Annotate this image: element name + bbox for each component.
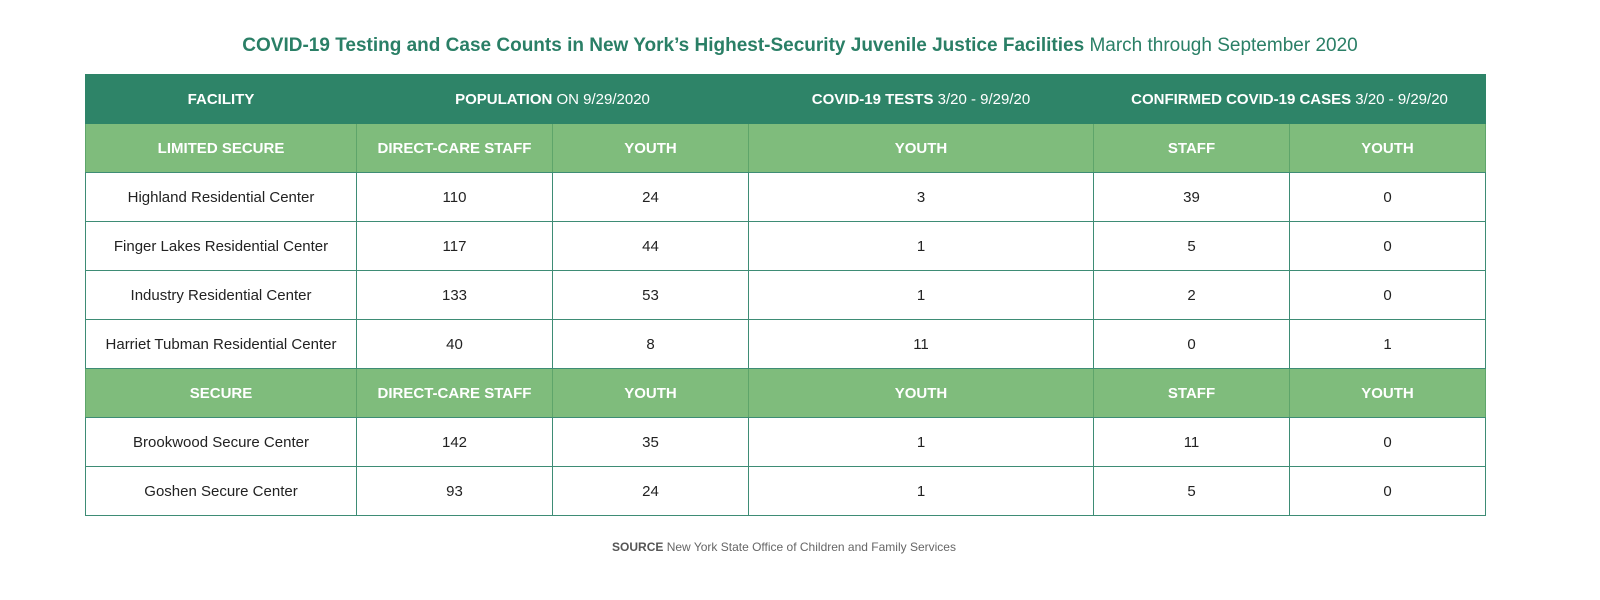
cell-youth-cases: 0 [1289, 221, 1486, 271]
cell-facility: Goshen Secure Center [85, 466, 357, 516]
cell-staff-pop: 40 [356, 319, 553, 369]
cell-youth-pop: 53 [552, 270, 749, 320]
subheader-direct-care-staff: DIRECT-CARE STAFF [356, 368, 553, 418]
header-cases: CONFIRMED COVID-19 CASES 3/20 - 9/29/20 [1093, 74, 1486, 124]
cell-facility: Harriet Tubman Residential Center [85, 319, 357, 369]
table-row: Goshen Secure Center 93 24 1 5 0 [85, 466, 1486, 516]
cell-youth-cases: 0 [1289, 270, 1486, 320]
chart-subtitle: March through September 2020 [1089, 35, 1358, 56]
section-header-row: SECURE DIRECT-CARE STAFF YOUTH YOUTH STAFF YO… [85, 368, 1486, 418]
subheader-facility-type: LIMITED SECURE [85, 123, 357, 173]
data-table: FACILITY POPULATION ON 9/29/2020 COVID-1… [85, 74, 1486, 516]
cell-staff-pop: 93 [356, 466, 553, 516]
subheader-direct-care-staff: DIRECT-CARE STAFF [356, 123, 553, 173]
cell-facility: Industry Residential Center [85, 270, 357, 320]
cell-youth-cases: 0 [1289, 172, 1486, 222]
header-facility: FACILITY [85, 74, 357, 124]
cell-youth-tests: 1 [748, 466, 1094, 516]
cell-staff-pop: 133 [356, 270, 553, 320]
subheader-youth-tests: YOUTH [748, 123, 1094, 173]
section-header-row: LIMITED SECURE DIRECT-CARE STAFF YOUTH YOUT… [85, 123, 1486, 173]
cell-youth-tests: 1 [748, 221, 1094, 271]
cell-youth-pop: 24 [552, 172, 749, 222]
cell-facility: Highland Residential Center [85, 172, 357, 222]
chart-title: COVID-19 Testing and Case Counts in New … [0, 34, 1600, 58]
cell-staff-pop: 142 [356, 417, 553, 467]
subheader-youth-population: YOUTH [552, 368, 749, 418]
cell-youth-tests: 3 [748, 172, 1094, 222]
cell-staff-cases: 5 [1093, 466, 1290, 516]
subheader-youth-population: YOUTH [552, 123, 749, 173]
header-population: POPULATION ON 9/29/2020 [356, 74, 749, 124]
table-row: Harriet Tubman Residential Center 40 8 11 0 1 [85, 319, 1486, 369]
cell-youth-cases: 0 [1289, 466, 1486, 516]
subheader-youth-cases: YOUTH [1289, 123, 1486, 173]
cell-staff-pop: 117 [356, 221, 553, 271]
table-row: Finger Lakes Residential Center 117 44 1 5 0 [85, 221, 1486, 271]
table-row: Highland Residential Center 110 24 3 39 0 [85, 172, 1486, 222]
source-note: SOURCE New York State Office of Children… [0, 540, 1568, 554]
cell-youth-tests: 1 [748, 270, 1094, 320]
cell-youth-tests: 11 [748, 319, 1094, 369]
cell-youth-pop: 8 [552, 319, 749, 369]
cell-staff-cases: 5 [1093, 221, 1290, 271]
subheader-staff-cases: STAFF [1093, 123, 1290, 173]
subheader-facility-type: SECURE [85, 368, 357, 418]
cell-youth-cases: 1 [1289, 319, 1486, 369]
table-row: Industry Residential Center 133 53 1 2 0 [85, 270, 1486, 320]
table-row: Brookwood Secure Center 142 35 1 11 0 [85, 417, 1486, 467]
table-header-row: FACILITY POPULATION ON 9/29/2020 COVID-1… [85, 74, 1486, 124]
source-text: New York State Office of Children and Fa… [663, 540, 956, 554]
subheader-youth-cases: YOUTH [1289, 368, 1486, 418]
cell-youth-pop: 35 [552, 417, 749, 467]
cell-facility: Finger Lakes Residential Center [85, 221, 357, 271]
cell-staff-cases: 39 [1093, 172, 1290, 222]
subheader-staff-cases: STAFF [1093, 368, 1290, 418]
chart-title-main: COVID-19 Testing and Case Counts in New … [242, 35, 1085, 56]
cell-youth-cases: 0 [1289, 417, 1486, 467]
subheader-youth-tests: YOUTH [748, 368, 1094, 418]
header-tests: COVID-19 TESTS 3/20 - 9/29/20 [748, 74, 1094, 124]
cell-staff-cases: 0 [1093, 319, 1290, 369]
cell-facility: Brookwood Secure Center [85, 417, 357, 467]
cell-staff-cases: 2 [1093, 270, 1290, 320]
cell-staff-pop: 110 [356, 172, 553, 222]
table-body: LIMITED SECURE DIRECT-CARE STAFF YOUTH YOUT… [85, 123, 1486, 516]
cell-staff-cases: 11 [1093, 417, 1290, 467]
cell-youth-tests: 1 [748, 417, 1094, 467]
source-label: SOURCE [612, 540, 664, 554]
cell-youth-pop: 44 [552, 221, 749, 271]
cell-youth-pop: 24 [552, 466, 749, 516]
